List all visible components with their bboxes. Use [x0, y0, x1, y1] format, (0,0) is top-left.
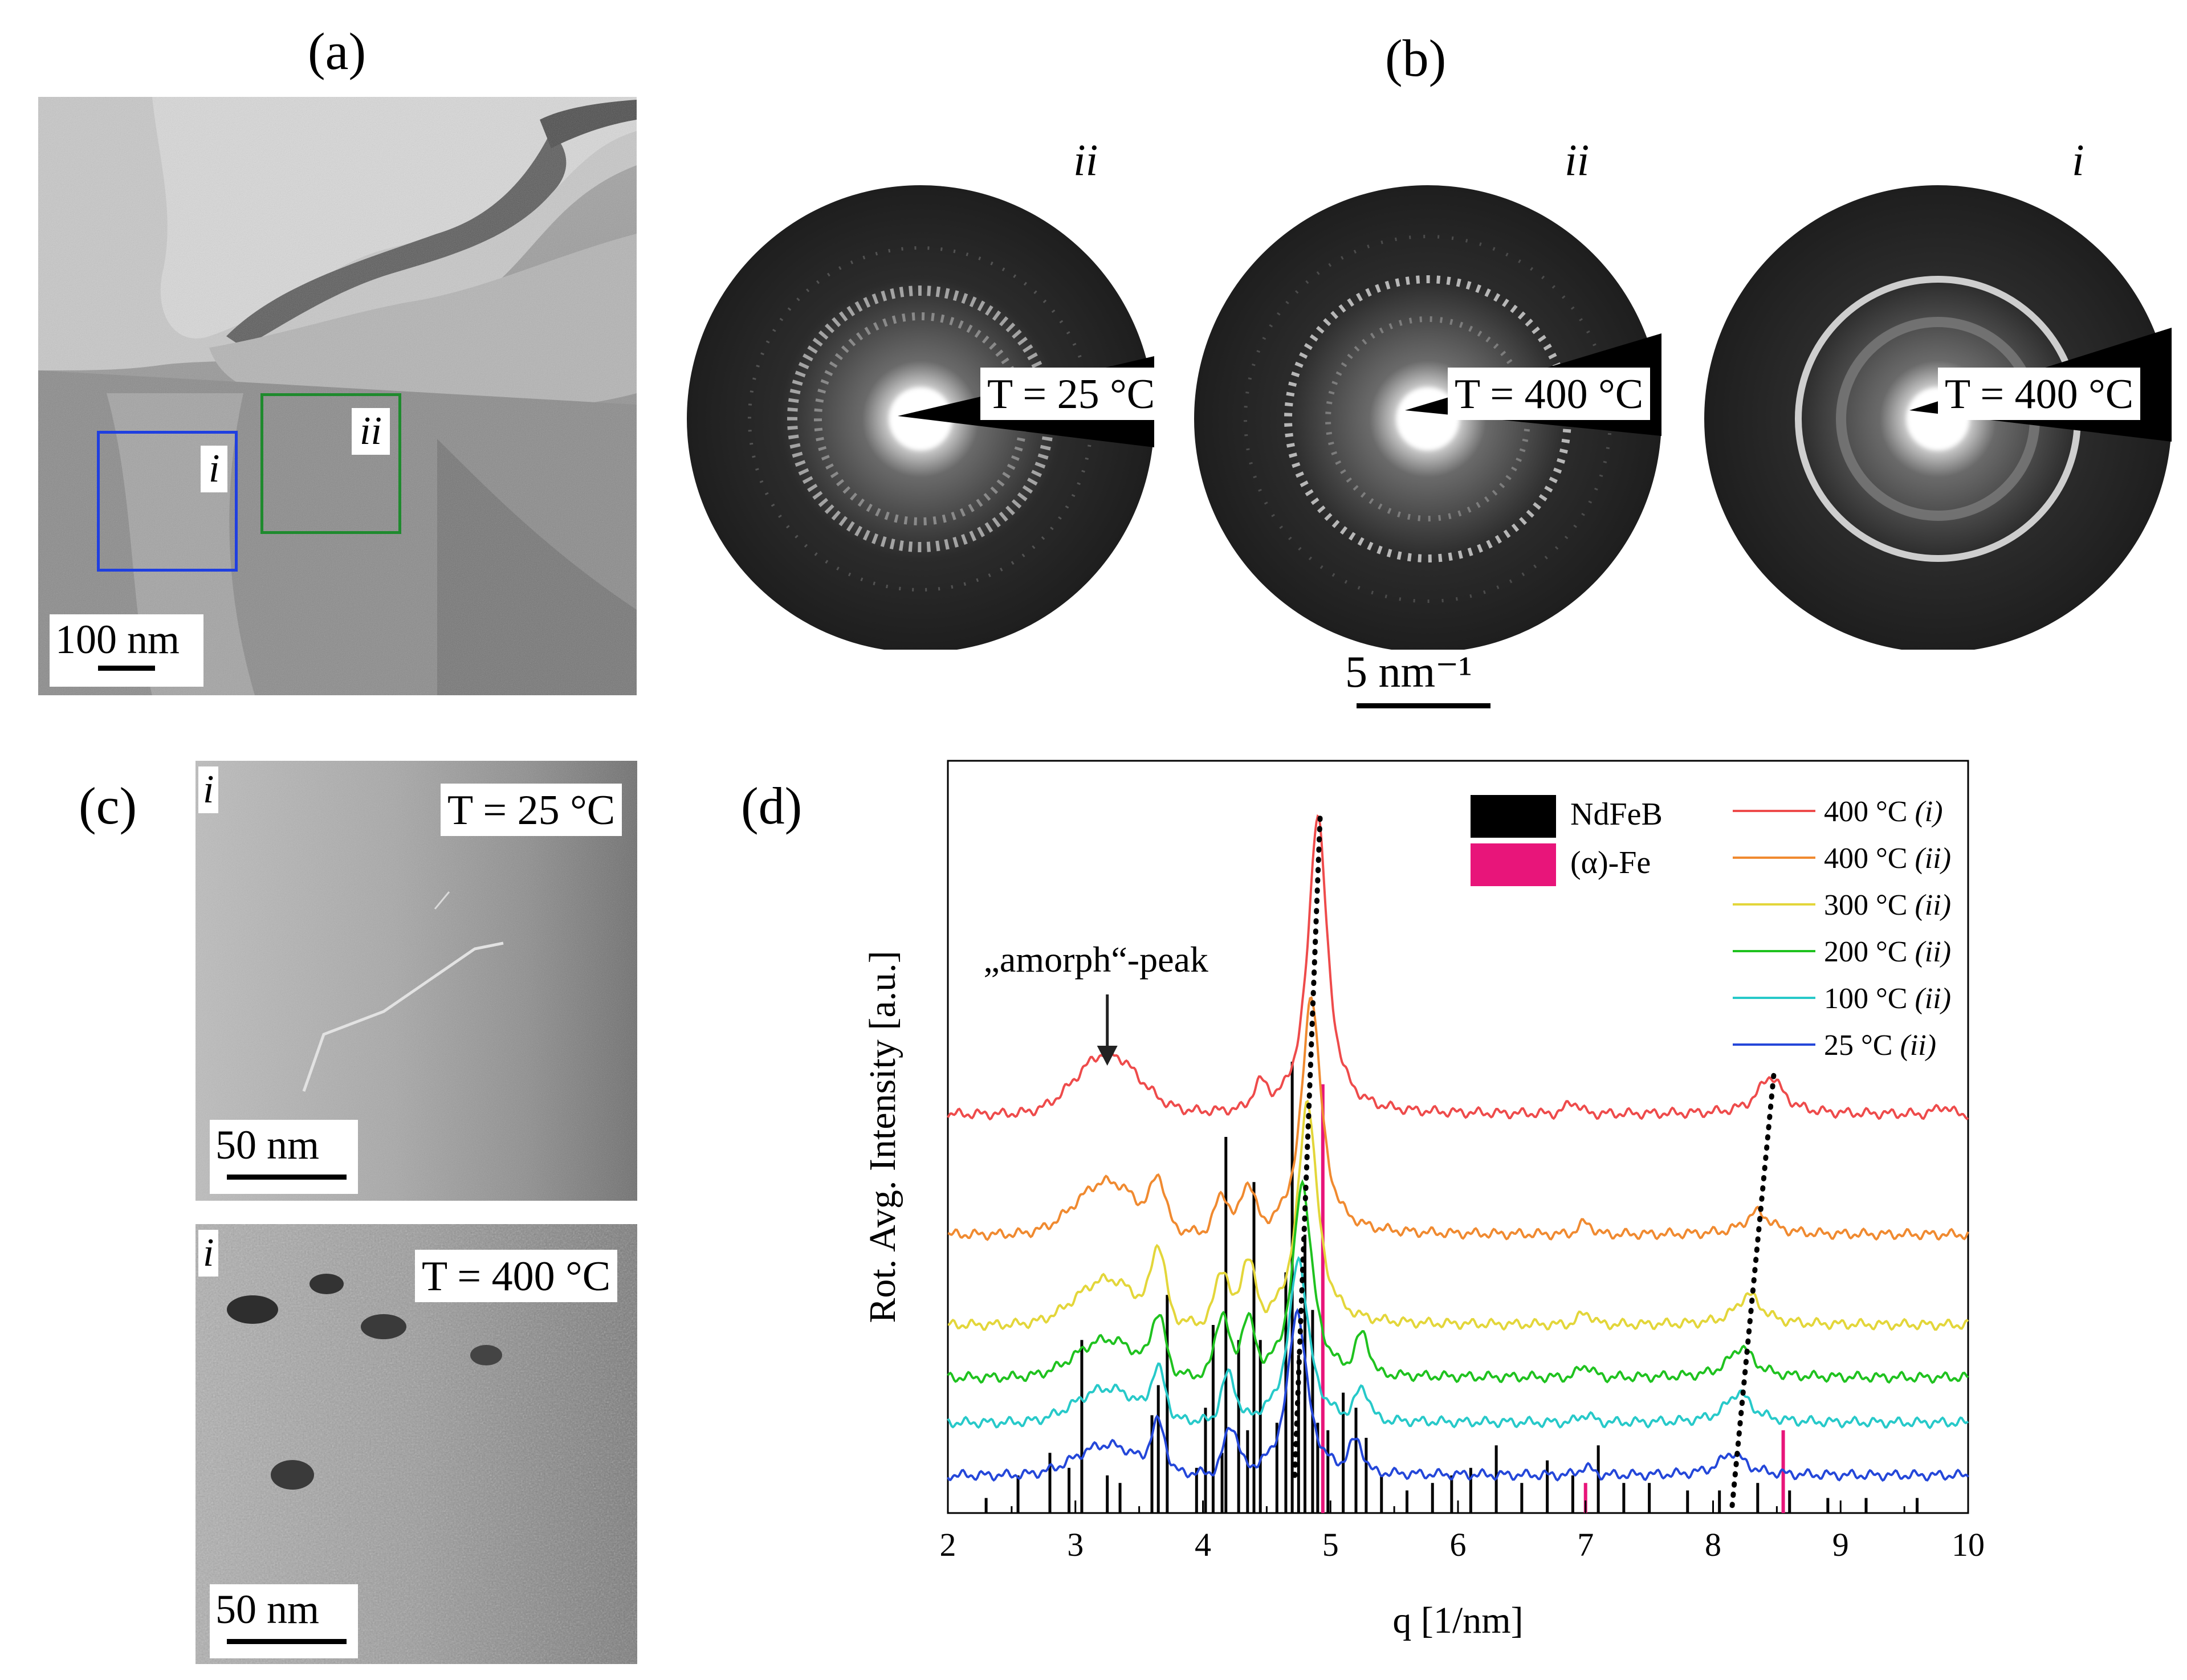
roi-label-ii: ii — [352, 408, 390, 455]
panel-c-temperature-1: T = 25 °C — [441, 784, 622, 836]
x-axis-label: q [1/nm] — [1392, 1600, 1523, 1641]
reference-legend-swatch — [1471, 795, 1556, 838]
series-line-5 — [947, 1308, 1969, 1482]
series-legend-label: 400 °C (i) — [1824, 796, 1943, 828]
panel-c-tem-image-2: i T = 400 °C 50 nm — [196, 1224, 637, 1664]
series-line-0 — [947, 814, 1969, 1121]
series-legend-label: 200 °C (ii) — [1824, 936, 1951, 968]
panel-a-tem-texture — [38, 97, 637, 695]
x-tick-label: 2 — [940, 1526, 956, 1563]
panel-c-tem-image-1: i T = 25 °C 50 nm — [196, 761, 637, 1201]
x-tick-label: 10 — [1952, 1526, 1985, 1563]
roi-label-i: i — [201, 446, 228, 492]
series-legend-label: 100 °C (ii) — [1824, 982, 1951, 1015]
panel-c-scalebar-text-1: 50 nm — [215, 1122, 320, 1168]
pattern-2-region: ii — [1565, 135, 1590, 185]
x-tick-label: 6 — [1450, 1526, 1467, 1563]
series-line-3 — [947, 1179, 1969, 1384]
dotted-guide-1 — [1729, 1066, 1777, 1508]
reference-legend-swatch — [1471, 843, 1556, 886]
series-legend-label: 400 °C (ii) — [1824, 842, 1951, 875]
x-tick-label: 4 — [1195, 1526, 1211, 1563]
panel-b-label: (b) — [1385, 29, 1447, 87]
series-legend-label: 25 °C (ii) — [1824, 1029, 1936, 1062]
panel-a-tem-image: i ii 100 nm — [38, 97, 637, 695]
amorph-peak-annotation: „amorph“-peak — [983, 939, 1208, 980]
panel-c-scalebar-text-2: 50 nm — [215, 1587, 320, 1632]
x-tick-label: 5 — [1322, 1526, 1339, 1563]
plot-frame — [947, 760, 1969, 1514]
series-line-2 — [947, 1099, 1969, 1331]
plot-area: 2 3 4 5 6 7 8 9 10 q [1/nm] Rot. Avg. Intensity [a… — [862, 760, 1985, 1641]
panel-c-scalebar-box-2: 50 nm — [210, 1584, 358, 1658]
panel-a-scalebar-text: 100 nm — [55, 617, 180, 662]
panel-b-scalebar-text: 5 nm⁻¹ — [1345, 647, 1472, 696]
panel-d-label: (d) — [741, 777, 803, 835]
panel-a-scalebar-box: 100 nm — [50, 614, 203, 687]
series-line-4 — [947, 1256, 1969, 1429]
panel-c-scalebar-box-1: 50 nm — [210, 1120, 358, 1194]
pattern-2-temperature: T = 400 °C — [1448, 368, 1651, 420]
panel-d-chart: 2 3 4 5 6 7 8 9 10 q [1/nm] Rot. Avg. Intensity [a… — [862, 760, 1985, 1641]
dotted-guide-0 — [1292, 810, 1323, 1478]
panel-c-region-1: i — [198, 766, 219, 813]
roi-box-i — [97, 431, 238, 572]
x-tick-label: 7 — [1577, 1526, 1594, 1563]
pattern-1-temperature: T = 25 °C — [980, 368, 1162, 420]
panel-c-temperature-2: T = 400 °C — [415, 1250, 618, 1302]
series-line-1 — [947, 996, 1969, 1241]
pattern-1-region: ii — [1073, 135, 1098, 185]
panel-b-scalebar-line — [1357, 703, 1490, 708]
reference-legend-label: (α)-Fe — [1570, 845, 1651, 880]
panel-c-region-2: i — [198, 1230, 219, 1277]
pattern-3-region: i — [2072, 135, 2084, 185]
panel-a-label: (a) — [308, 22, 366, 80]
pattern-3-temperature: T = 400 °C — [1938, 368, 2141, 420]
panel-c-scalebar-line-1 — [227, 1175, 347, 1180]
y-axis-label: Rot. Avg. Intensity [a.u.] — [862, 951, 903, 1323]
series-legend-label: 300 °C (ii) — [1824, 889, 1951, 921]
x-tick-label: 3 — [1067, 1526, 1084, 1563]
panel-c-label: (c) — [79, 777, 137, 835]
panel-a-scalebar-line — [98, 666, 155, 671]
panel-c-scalebar-line-2 — [227, 1639, 347, 1644]
annotation-arrow-head — [1097, 1046, 1118, 1066]
x-tick-label: 9 — [1832, 1526, 1849, 1563]
x-tick-label: 8 — [1705, 1526, 1721, 1563]
reference-legend-label: NdFeB — [1570, 797, 1663, 832]
roi-box-ii — [260, 393, 401, 534]
